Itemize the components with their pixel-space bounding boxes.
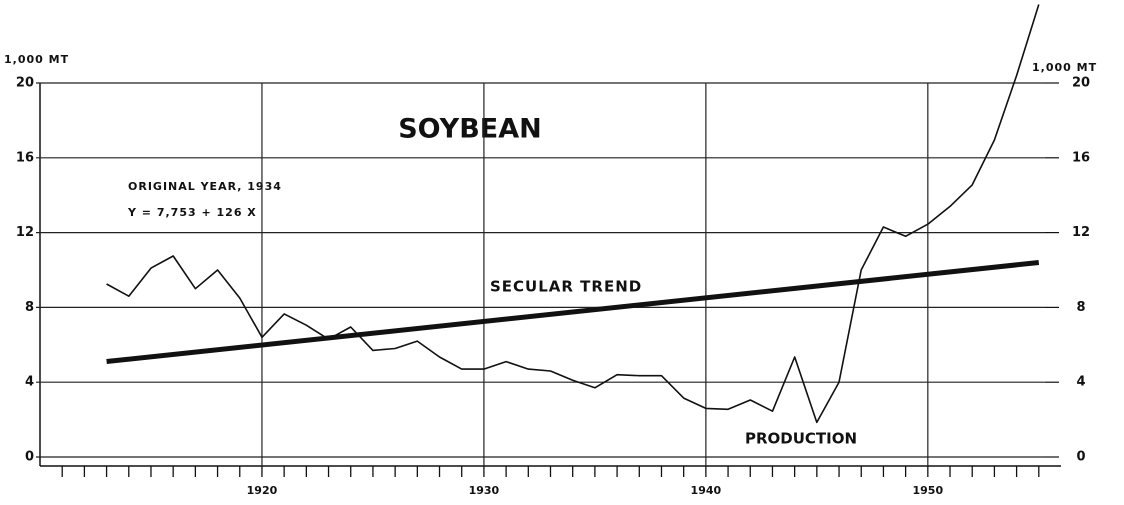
y-axis-label: 1,000 MT xyxy=(4,53,69,66)
y-tick-label: 4 xyxy=(25,375,34,390)
y2-tick-label: 12 xyxy=(1072,225,1090,240)
x-tick-label: 1930 xyxy=(469,484,500,497)
y-tick-label: 8 xyxy=(25,300,34,315)
x-tick-label: 1950 xyxy=(913,484,944,497)
line-series xyxy=(106,4,1040,424)
line-series xyxy=(106,260,1040,364)
y2-tick-label: 4 xyxy=(1076,375,1085,390)
y2-tick-label: 16 xyxy=(1072,150,1090,165)
y2-tick-label: 8 xyxy=(1076,300,1085,315)
annotation: PRODUCTION xyxy=(745,430,857,448)
y-tick-label: 20 xyxy=(16,76,34,91)
y2-tick-label: 20 xyxy=(1072,76,1090,91)
annotation: Y = 7,753 + 126 X xyxy=(127,206,257,219)
y-tick-label: 0 xyxy=(25,450,34,465)
annotation: ORIGINAL YEAR, 1934 xyxy=(128,180,282,193)
chart-title: SOYBEAN xyxy=(398,114,542,145)
x-tick-label: 1940 xyxy=(691,484,722,497)
annotation: SECULAR TREND xyxy=(490,278,642,296)
x-tick-label: 1920 xyxy=(247,484,278,497)
y2-tick-label: 0 xyxy=(1076,450,1085,465)
y-tick-label: 12 xyxy=(16,225,34,240)
y-tick-label: 16 xyxy=(16,150,34,165)
y2-axis-label: 1,000 MT xyxy=(1032,61,1097,74)
